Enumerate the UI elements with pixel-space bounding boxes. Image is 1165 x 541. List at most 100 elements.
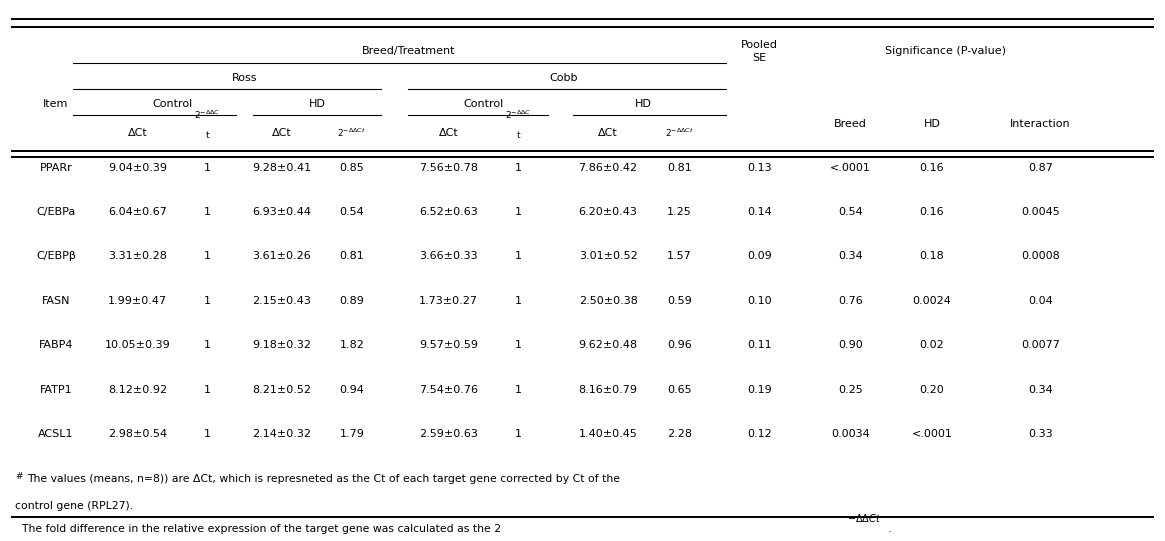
Text: 0.12: 0.12 [747, 429, 772, 439]
Text: 1.82: 1.82 [339, 340, 365, 350]
Text: 0.19: 0.19 [747, 385, 772, 394]
Text: 0.02: 0.02 [919, 340, 945, 350]
Text: HD: HD [309, 99, 325, 109]
Text: 0.54: 0.54 [339, 207, 365, 217]
Text: 0.13: 0.13 [747, 163, 772, 173]
Text: 1: 1 [204, 429, 211, 439]
Text: Ross: Ross [232, 74, 257, 83]
Text: 1.99±0.47: 1.99±0.47 [108, 296, 167, 306]
Text: <.0001: <.0001 [911, 429, 953, 439]
Text: 0.87: 0.87 [1028, 163, 1053, 173]
Text: #: # [15, 472, 22, 481]
Text: 1: 1 [515, 429, 522, 439]
Text: 1.25: 1.25 [666, 207, 692, 217]
Text: The values (means, n=8)) are ΔCt, which is represneted as the Ct of each target : The values (means, n=8)) are ΔCt, which … [27, 474, 620, 484]
Text: ΔCt: ΔCt [439, 128, 458, 137]
Text: 0.09: 0.09 [747, 252, 772, 261]
Text: ACSL1: ACSL1 [38, 429, 73, 439]
Text: 8.12±0.92: 8.12±0.92 [108, 385, 167, 394]
Text: $2^{-\Delta\Delta Ct}$: $2^{-\Delta\Delta Ct}$ [665, 127, 693, 138]
Text: 3.61±0.26: 3.61±0.26 [253, 252, 311, 261]
Text: The fold difference in the relative expression of the target gene was calculated: The fold difference in the relative expr… [15, 524, 501, 534]
Text: 0.20: 0.20 [919, 385, 945, 394]
Text: 6.20±0.43: 6.20±0.43 [579, 207, 637, 217]
Text: 1.40±0.45: 1.40±0.45 [579, 429, 637, 439]
Text: Item: Item [43, 99, 69, 109]
Text: $2^{-\Delta\Delta Ct}$: $2^{-\Delta\Delta Ct}$ [338, 127, 366, 138]
Text: 0.94: 0.94 [339, 385, 365, 394]
Text: 3.66±0.33: 3.66±0.33 [419, 252, 478, 261]
Text: 1.73±0.27: 1.73±0.27 [419, 296, 478, 306]
Text: 0.0045: 0.0045 [1021, 207, 1060, 217]
Text: 0.65: 0.65 [666, 385, 692, 394]
Text: ΔCt: ΔCt [599, 128, 617, 137]
Text: Breed/Treatment: Breed/Treatment [361, 47, 456, 56]
Text: C/EBPβ: C/EBPβ [36, 252, 76, 261]
Text: 8.21±0.52: 8.21±0.52 [253, 385, 311, 394]
Text: 6.93±0.44: 6.93±0.44 [253, 207, 311, 217]
Text: 1: 1 [515, 340, 522, 350]
Text: .: . [885, 524, 892, 534]
Text: t: t [516, 131, 521, 140]
Text: 2.14±0.32: 2.14±0.32 [253, 429, 311, 439]
Text: 2.59±0.63: 2.59±0.63 [419, 429, 478, 439]
Text: 1: 1 [204, 296, 211, 306]
Text: Pooled
SE: Pooled SE [741, 40, 778, 63]
Text: 0.0077: 0.0077 [1021, 340, 1060, 350]
Text: 8.16±0.79: 8.16±0.79 [579, 385, 637, 394]
Text: 2.50±0.38: 2.50±0.38 [579, 296, 637, 306]
Text: $2^{-\Delta\Delta C}$: $2^{-\Delta\Delta C}$ [195, 109, 220, 121]
Text: C/EBPa: C/EBPa [36, 207, 76, 217]
Text: 0.25: 0.25 [838, 385, 863, 394]
Text: <.0001: <.0001 [829, 163, 871, 173]
Text: 1: 1 [515, 163, 522, 173]
Text: 9.57±0.59: 9.57±0.59 [419, 340, 478, 350]
Text: 9.18±0.32: 9.18±0.32 [253, 340, 311, 350]
Text: 2.28: 2.28 [666, 429, 692, 439]
Text: 0.89: 0.89 [339, 296, 365, 306]
Text: 1: 1 [204, 207, 211, 217]
Text: 9.62±0.48: 9.62±0.48 [579, 340, 637, 350]
Text: 1: 1 [204, 252, 211, 261]
Text: 0.16: 0.16 [919, 207, 945, 217]
Text: 0.0008: 0.0008 [1021, 252, 1060, 261]
Text: 2.15±0.43: 2.15±0.43 [253, 296, 311, 306]
Text: FASN: FASN [42, 296, 70, 306]
Text: 7.54±0.76: 7.54±0.76 [419, 385, 478, 394]
Text: ΔCt: ΔCt [128, 128, 147, 137]
Text: 0.85: 0.85 [339, 163, 365, 173]
Text: 1: 1 [204, 340, 211, 350]
Text: 1: 1 [204, 163, 211, 173]
Text: 1.79: 1.79 [339, 429, 365, 439]
Text: 0.33: 0.33 [1028, 429, 1053, 439]
Text: 0.10: 0.10 [747, 296, 772, 306]
Text: 0.16: 0.16 [919, 163, 945, 173]
Text: 0.0024: 0.0024 [912, 296, 952, 306]
Text: 1: 1 [515, 252, 522, 261]
Text: 1: 1 [515, 296, 522, 306]
Text: 0.81: 0.81 [339, 252, 365, 261]
Text: 6.04±0.67: 6.04±0.67 [108, 207, 167, 217]
Text: Control: Control [153, 99, 192, 109]
Text: 7.56±0.78: 7.56±0.78 [419, 163, 478, 173]
Text: 7.86±0.42: 7.86±0.42 [579, 163, 637, 173]
Text: HD: HD [635, 99, 652, 109]
Text: FATP1: FATP1 [40, 385, 72, 394]
Text: 0.34: 0.34 [838, 252, 863, 261]
Text: $-\Delta\Delta Ct$: $-\Delta\Delta Ct$ [847, 512, 882, 524]
Text: FABP4: FABP4 [38, 340, 73, 350]
Text: 0.81: 0.81 [666, 163, 692, 173]
Text: 0.90: 0.90 [838, 340, 863, 350]
Text: 0.59: 0.59 [666, 296, 692, 306]
Text: 6.52±0.63: 6.52±0.63 [419, 207, 478, 217]
Text: PPARr: PPARr [40, 163, 72, 173]
Text: 1: 1 [515, 385, 522, 394]
Text: 0.54: 0.54 [838, 207, 863, 217]
Text: 0.34: 0.34 [1028, 385, 1053, 394]
Text: 0.18: 0.18 [919, 252, 945, 261]
Text: 3.31±0.28: 3.31±0.28 [108, 252, 167, 261]
Text: 0.0034: 0.0034 [831, 429, 870, 439]
Text: 0.04: 0.04 [1028, 296, 1053, 306]
Text: 10.05±0.39: 10.05±0.39 [105, 340, 170, 350]
Text: ΔCt: ΔCt [273, 128, 291, 137]
